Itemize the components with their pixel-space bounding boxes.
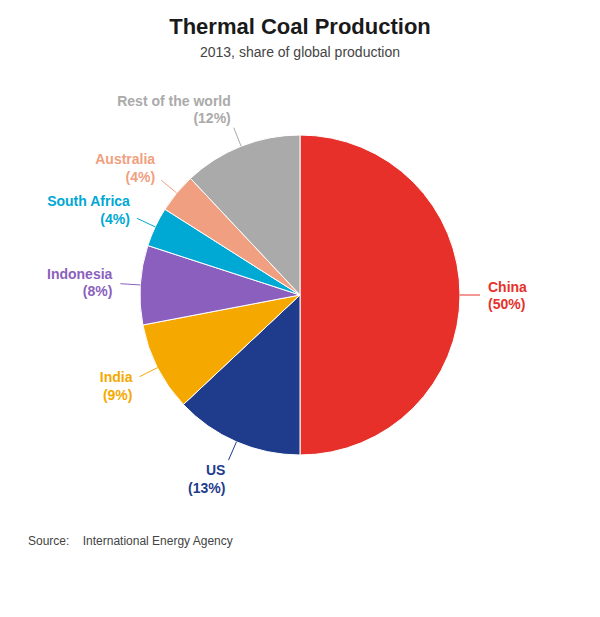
- svg-text:Indonesia(8%): Indonesia(8%): [47, 266, 113, 300]
- svg-text:China(50%): China(50%): [488, 279, 527, 313]
- html-text:Thermal Coal Production: Thermal Coal Production: [169, 14, 431, 39]
- html-text:Source: International Energy A: Source: International Energy Agency: [28, 534, 233, 548]
- svg-text:Rest of the world(12%): Rest of the world(12%): [117, 93, 231, 127]
- svg-text:South Africa(4%): South Africa(4%): [47, 193, 130, 227]
- svg-text:US(13%): US(13%): [188, 462, 225, 496]
- html-text:2013, share of global producti: 2013, share of global production: [200, 44, 400, 60]
- svg-text:Australia(4%): Australia(4%): [95, 151, 155, 185]
- svg-text:India(9%): India(9%): [100, 369, 133, 403]
